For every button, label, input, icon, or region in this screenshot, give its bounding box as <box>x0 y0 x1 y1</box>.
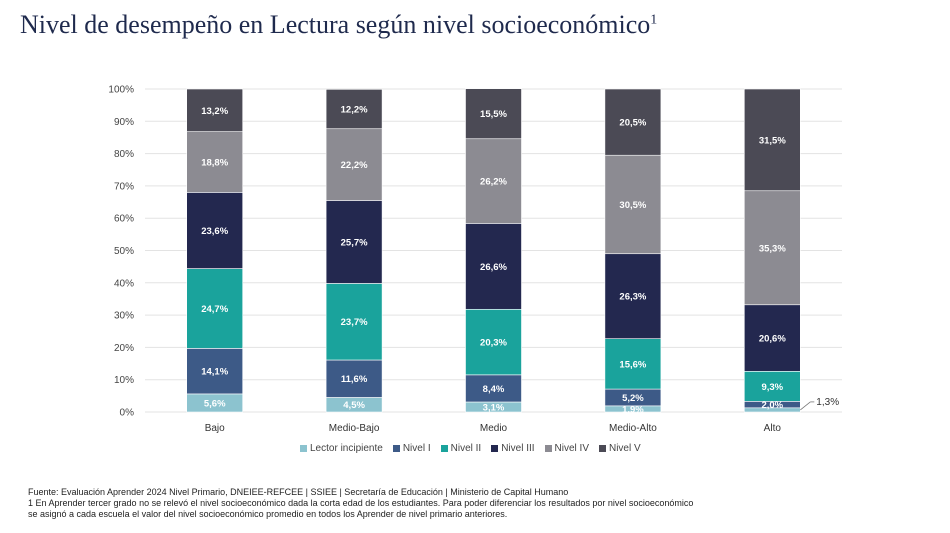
legend-label: Nivel III <box>501 443 535 454</box>
data-label: 20,5% <box>619 118 646 129</box>
legend-swatch <box>598 445 606 452</box>
y-tick-label: 50% <box>114 246 134 257</box>
bar-segment <box>186 268 243 349</box>
bar-segment <box>604 253 662 339</box>
data-label: 15,5% <box>480 109 507 120</box>
x-tick-label: Medio-Bajo <box>329 423 380 434</box>
footnote-line-2: se asignó a cada escuela el valor del ni… <box>28 509 508 519</box>
chart-legend: Lector incipiente Nivel I Nivel II Nivel II… <box>300 443 641 454</box>
y-tick-label: 70% <box>114 181 134 192</box>
bar-segment <box>186 131 243 193</box>
data-label: 8,4% <box>483 384 505 395</box>
stacked-bar-chart: 0% 10% 20% 30% 40% 50% 60% 70% 80% 90% 100% 5,6% 14,… <box>108 85 842 434</box>
data-label: 35,3% <box>759 243 786 254</box>
bar-segment <box>743 371 801 402</box>
data-label: 4,5% <box>343 400 365 411</box>
data-label: 31,5% <box>759 135 786 146</box>
bar-segment <box>465 138 522 224</box>
chart-title-text: Nivel de desempeño en Lectura según nive… <box>20 10 651 39</box>
y-tick-label: 60% <box>114 214 134 225</box>
chart-title: Nivel de desempeño en Lectura según nive… <box>20 10 657 40</box>
leader-line <box>800 401 811 411</box>
bar-segment <box>743 304 801 372</box>
data-label: 23,7% <box>341 317 368 328</box>
legend-label: Lector incipiente <box>310 443 383 454</box>
legend-label: Nivel IV <box>554 443 589 454</box>
data-label: 9,3% <box>761 382 783 393</box>
y-tick-label: 0% <box>120 408 135 419</box>
y-tick-label: 80% <box>114 149 134 160</box>
data-label: 18,8% <box>201 157 228 168</box>
bar-segment <box>604 338 662 390</box>
data-label: 24,7% <box>201 304 228 315</box>
x-tick-label: Medio <box>480 423 508 434</box>
bar-segment <box>465 374 522 403</box>
bar-segment <box>743 190 801 306</box>
y-tick-label: 90% <box>114 117 134 128</box>
bar-segment <box>743 88 801 192</box>
data-label: 1,9% <box>622 404 644 415</box>
data-label: 5,2% <box>622 393 644 404</box>
y-tick-label: 10% <box>114 375 134 386</box>
y-tick-label: 30% <box>114 311 134 322</box>
data-label: 12,2% <box>341 105 368 116</box>
bar-segment <box>325 283 383 361</box>
data-label: 22,2% <box>341 160 368 171</box>
footnote-line-1: 1 En Aprender tercer grado no se relevó … <box>28 498 694 508</box>
external-data-label: 1,3% <box>816 397 839 408</box>
legend-item: Nivel II <box>440 443 482 454</box>
legend-item: Nivel V <box>598 443 641 454</box>
bar-segment <box>465 88 522 140</box>
data-label: 26,2% <box>480 177 507 188</box>
data-label: 20,3% <box>480 338 507 349</box>
legend-swatch <box>392 445 400 452</box>
data-label: 2,0% <box>761 400 783 411</box>
x-tick-label: Bajo <box>205 423 225 434</box>
legend-swatch <box>440 445 448 452</box>
x-tick-label: Alto <box>764 423 782 434</box>
legend-item: Nivel I <box>392 443 431 454</box>
data-label: 14,1% <box>201 367 228 378</box>
title-footnote-mark: 1 <box>650 12 658 28</box>
bar-segment <box>186 348 243 395</box>
y-tick-label: 100% <box>108 85 134 96</box>
bar-segment <box>465 308 522 376</box>
bar-segment <box>604 154 662 255</box>
footer: Fuente: Evaluación Aprender 2024 Nivel P… <box>28 487 928 520</box>
bar-segment <box>186 192 243 269</box>
bar-segment <box>325 89 383 130</box>
data-label: 11,6% <box>341 374 368 385</box>
legend-swatch <box>491 445 499 452</box>
source-note: Fuente: Evaluación Aprender 2024 Nivel P… <box>28 487 569 497</box>
data-label: 15,6% <box>619 359 646 370</box>
data-label: 26,6% <box>480 262 507 273</box>
legend-swatch <box>300 445 307 452</box>
data-label: 30,5% <box>619 200 646 211</box>
y-tick-label: 20% <box>114 343 134 354</box>
data-label: 5,6% <box>204 398 226 409</box>
bar-segment <box>325 200 383 284</box>
data-label: 13,2% <box>201 106 228 117</box>
y-tick-label: 40% <box>114 278 134 289</box>
legend-label: Nivel II <box>450 443 482 454</box>
legend-label: Nivel V <box>608 443 641 454</box>
x-tick-label: Medio-Alto <box>609 423 657 434</box>
data-label: 23,6% <box>201 226 228 237</box>
legend-item: Lector incipiente <box>300 443 383 454</box>
bar-segment <box>465 223 522 310</box>
bar-segment <box>325 128 383 201</box>
legend-label: Nivel I <box>402 443 431 454</box>
bar-segment <box>604 88 662 156</box>
data-label: 3,1% <box>483 402 505 413</box>
legend-item: Nivel IV <box>544 443 589 454</box>
bar-segment <box>186 88 243 132</box>
data-label: 25,7% <box>341 237 368 248</box>
legend-swatch <box>544 445 552 452</box>
legend-item: Nivel III <box>491 443 535 454</box>
data-label: 26,3% <box>619 292 646 303</box>
data-label: 20,6% <box>759 334 786 345</box>
